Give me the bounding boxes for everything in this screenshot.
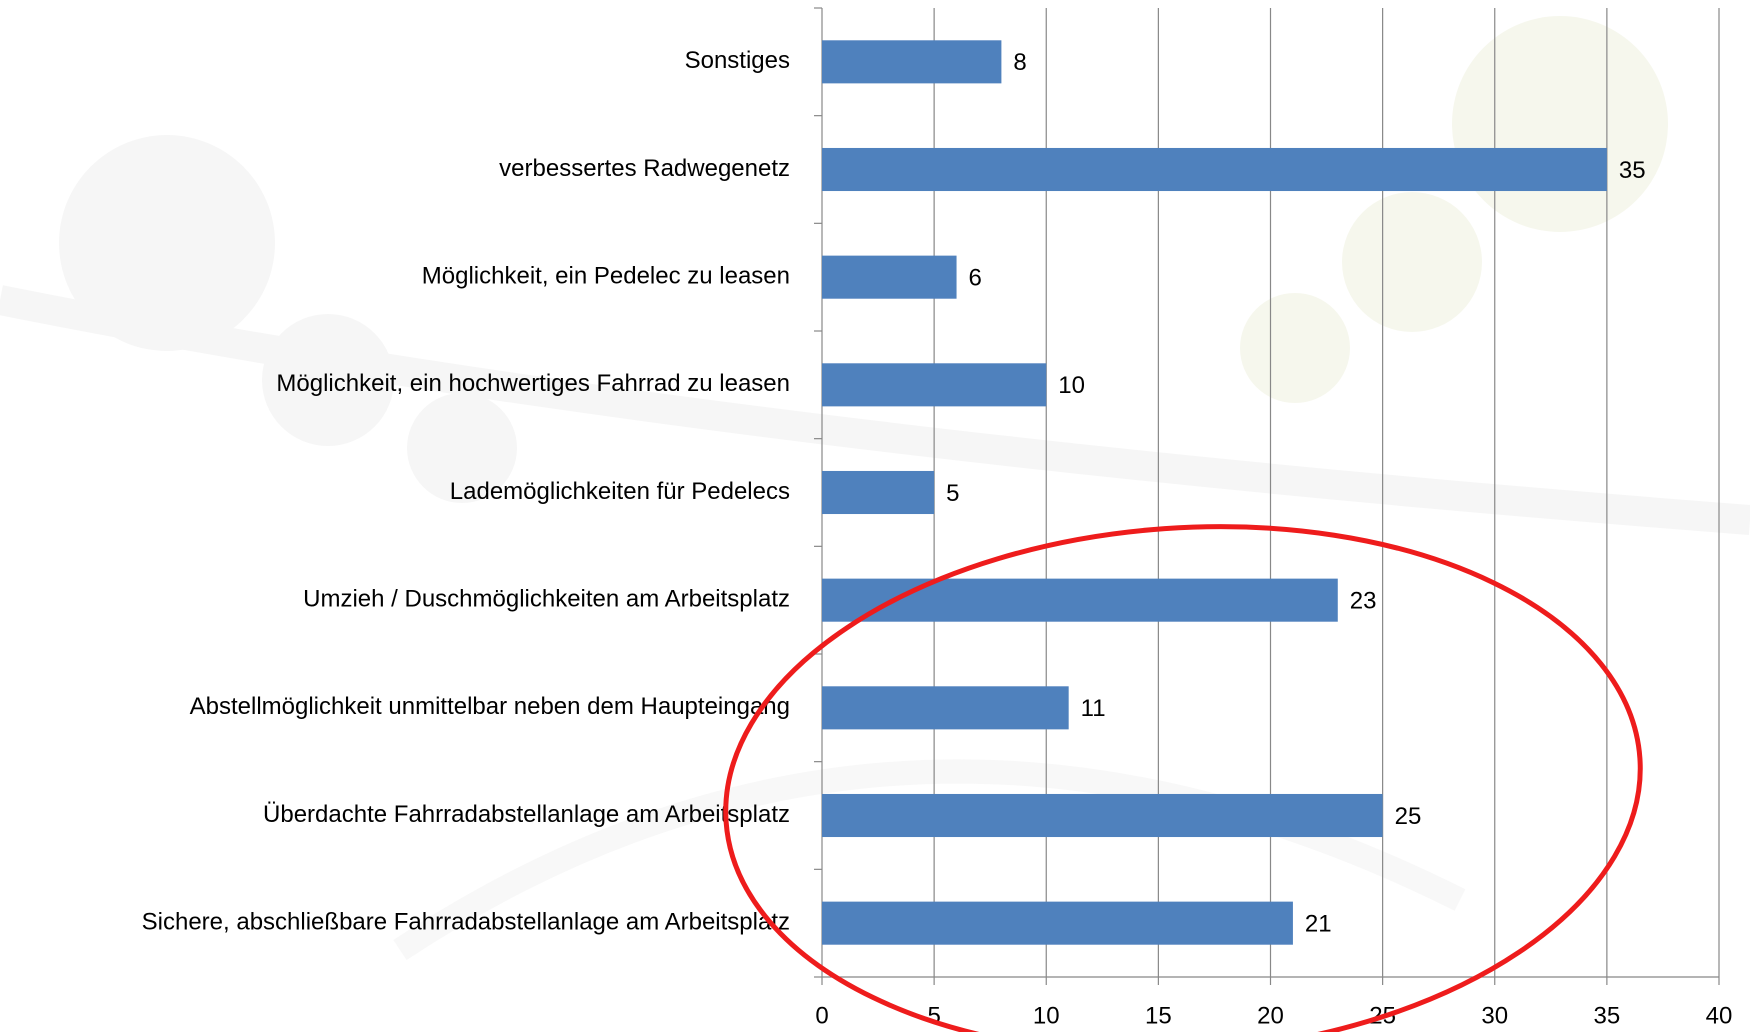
bar bbox=[822, 470, 935, 515]
x-tick-label: 20 bbox=[1257, 1002, 1284, 1029]
x-tick-label: 30 bbox=[1481, 1002, 1508, 1029]
x-tick-label: 15 bbox=[1145, 1002, 1172, 1029]
bar bbox=[822, 40, 1002, 84]
y-tick-label: Umzieh / Duschmöglichkeiten am Arbeitspl… bbox=[303, 586, 790, 613]
value-label: 5 bbox=[946, 480, 959, 507]
value-label: 35 bbox=[1619, 157, 1646, 184]
x-tick-label: 0 bbox=[815, 1002, 828, 1029]
y-tick-label: Abstellmöglichkeit unmittelbar neben dem… bbox=[190, 693, 790, 720]
x-tick-label: 35 bbox=[1594, 1002, 1621, 1029]
bar bbox=[822, 363, 1047, 407]
value-label: 10 bbox=[1058, 372, 1085, 399]
value-label: 11 bbox=[1081, 695, 1106, 722]
x-tick-label: 10 bbox=[1033, 1002, 1060, 1029]
x-tick-label: 40 bbox=[1706, 1002, 1733, 1029]
y-tick-label: Sichere, abschließbare Fahrradabstellanl… bbox=[142, 909, 790, 936]
bar bbox=[822, 686, 1069, 730]
y-tick-label: Sonstiges bbox=[685, 47, 790, 74]
y-tick-label: Überdachte Fahrradabstellanlage am Arbei… bbox=[263, 801, 790, 828]
value-label: 21 bbox=[1305, 911, 1332, 938]
value-label: 6 bbox=[969, 265, 982, 292]
bar bbox=[822, 901, 1293, 945]
value-label: 25 bbox=[1395, 803, 1422, 830]
bar bbox=[822, 793, 1383, 838]
y-tick-label: Möglichkeit, ein hochwertiges Fahrrad zu… bbox=[276, 370, 790, 397]
y-tick-label: Lademöglichkeiten für Pedelecs bbox=[450, 478, 790, 505]
bar bbox=[822, 147, 1607, 192]
bar bbox=[822, 255, 957, 299]
value-label: 8 bbox=[1013, 49, 1026, 76]
y-tick-label: Möglichkeit, ein Pedelec zu leasen bbox=[422, 263, 790, 290]
bar bbox=[822, 578, 1338, 622]
y-tick-label: verbessertes Radwegenetz bbox=[499, 155, 790, 182]
value-label: 23 bbox=[1350, 588, 1377, 615]
highlight-ellipse bbox=[723, 524, 1643, 1032]
